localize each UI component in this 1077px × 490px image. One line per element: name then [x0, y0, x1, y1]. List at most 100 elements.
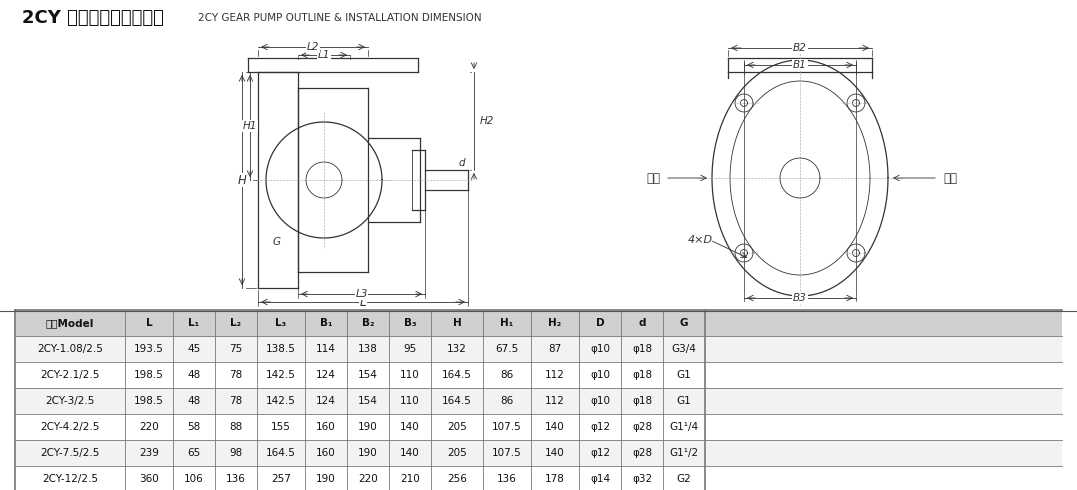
Text: H₂: H₂ [548, 318, 561, 328]
Text: G1¹/2: G1¹/2 [670, 448, 699, 458]
Bar [15, 362, 1062, 388]
Text: B₃: B₃ [404, 318, 417, 328]
Bar [15, 310, 1062, 336]
Text: G: G [680, 318, 688, 328]
Text: 239: 239 [139, 448, 159, 458]
Bar [15, 414, 1062, 440]
Text: 160: 160 [317, 448, 336, 458]
Text: 87: 87 [548, 344, 561, 354]
Text: d: d [639, 318, 646, 328]
Text: φ28: φ28 [632, 422, 652, 432]
Text: L1: L1 [318, 50, 331, 60]
Text: 198.5: 198.5 [134, 370, 164, 380]
Text: 256: 256 [447, 474, 467, 484]
Text: 124: 124 [316, 370, 336, 380]
Text: 198.5: 198.5 [134, 396, 164, 406]
Text: 190: 190 [317, 474, 336, 484]
Text: 190: 190 [359, 448, 378, 458]
Text: G2: G2 [676, 474, 691, 484]
Text: 48: 48 [187, 396, 200, 406]
Text: 155: 155 [271, 422, 291, 432]
Text: φ10: φ10 [590, 370, 610, 380]
Text: 4×D: 4×D [687, 235, 713, 245]
Text: 48: 48 [187, 370, 200, 380]
Text: B3: B3 [793, 293, 807, 303]
Bar [15, 336, 1062, 362]
Text: φ32: φ32 [632, 474, 652, 484]
Text: 2CY-2.1/2.5: 2CY-2.1/2.5 [40, 370, 100, 380]
Text: 257: 257 [271, 474, 291, 484]
Text: 78: 78 [229, 396, 242, 406]
Bar [15, 440, 1062, 466]
Text: φ12: φ12 [590, 422, 610, 432]
Text: 88: 88 [229, 422, 242, 432]
Text: 95: 95 [404, 344, 417, 354]
Text: 110: 110 [401, 396, 420, 406]
Text: H: H [238, 173, 247, 187]
Text: φ18: φ18 [632, 370, 652, 380]
Text: 86: 86 [501, 396, 514, 406]
Text: 160: 160 [317, 422, 336, 432]
Text: 107.5: 107.5 [492, 422, 522, 432]
Text: φ18: φ18 [632, 344, 652, 354]
Text: 78: 78 [229, 370, 242, 380]
Text: 2CY-12/2.5: 2CY-12/2.5 [42, 474, 98, 484]
Text: 75: 75 [229, 344, 242, 354]
Text: L₃: L₃ [276, 318, 286, 328]
Text: G1: G1 [676, 396, 691, 406]
Text: 360: 360 [139, 474, 159, 484]
Text: 型号Model: 型号Model [46, 318, 94, 328]
Text: 140: 140 [401, 422, 420, 432]
Text: L3: L3 [355, 289, 367, 299]
Text: G3/4: G3/4 [672, 344, 697, 354]
Text: 205: 205 [447, 422, 466, 432]
Text: 220: 220 [139, 422, 159, 432]
Text: L: L [145, 318, 152, 328]
Text: 112: 112 [545, 396, 565, 406]
Text: H1: H1 [242, 121, 257, 131]
Text: B₁: B₁ [320, 318, 332, 328]
Text: 138.5: 138.5 [266, 344, 296, 354]
Text: 2CY-3/2.5: 2CY-3/2.5 [45, 396, 95, 406]
Text: 164.5: 164.5 [442, 370, 472, 380]
Text: L: L [360, 295, 366, 309]
Text: G1¹/4: G1¹/4 [670, 422, 699, 432]
Text: D: D [596, 318, 604, 328]
Text: 98: 98 [229, 448, 242, 458]
Text: φ14: φ14 [590, 474, 610, 484]
Text: 210: 210 [401, 474, 420, 484]
Text: 205: 205 [447, 448, 466, 458]
Text: φ28: φ28 [632, 448, 652, 458]
Text: 154: 154 [358, 370, 378, 380]
Bar [15, 466, 1062, 490]
Text: 140: 140 [545, 422, 564, 432]
Text: 140: 140 [401, 448, 420, 458]
Text: 65: 65 [187, 448, 200, 458]
Text: 2CY-4.2/2.5: 2CY-4.2/2.5 [40, 422, 100, 432]
Text: 107.5: 107.5 [492, 448, 522, 458]
Text: 出口: 出口 [646, 172, 660, 185]
Text: H2: H2 [480, 116, 494, 126]
Text: 2CY-1.08/2.5: 2CY-1.08/2.5 [37, 344, 103, 354]
Text: φ18: φ18 [632, 396, 652, 406]
Text: φ10: φ10 [590, 344, 610, 354]
Text: L₁: L₁ [188, 318, 199, 328]
Text: 140: 140 [545, 448, 564, 458]
Text: 114: 114 [316, 344, 336, 354]
Text: 142.5: 142.5 [266, 396, 296, 406]
Text: 2CY GEAR PUMP OUTLINE & INSTALLATION DIMENSION: 2CY GEAR PUMP OUTLINE & INSTALLATION DIM… [198, 13, 481, 23]
Text: 164.5: 164.5 [266, 448, 296, 458]
Text: 136: 136 [226, 474, 246, 484]
Text: H: H [452, 318, 461, 328]
Text: 124: 124 [316, 396, 336, 406]
Text: 86: 86 [501, 370, 514, 380]
Text: 2CY 型泵外形、安装尺寸: 2CY 型泵外形、安装尺寸 [22, 9, 164, 27]
Text: 190: 190 [359, 422, 378, 432]
Text: 136: 136 [498, 474, 517, 484]
Bar [15, 388, 1062, 414]
Text: φ10: φ10 [590, 396, 610, 406]
Text: 58: 58 [187, 422, 200, 432]
Text: G: G [272, 237, 281, 247]
Text: 110: 110 [401, 370, 420, 380]
Text: 45: 45 [187, 344, 200, 354]
